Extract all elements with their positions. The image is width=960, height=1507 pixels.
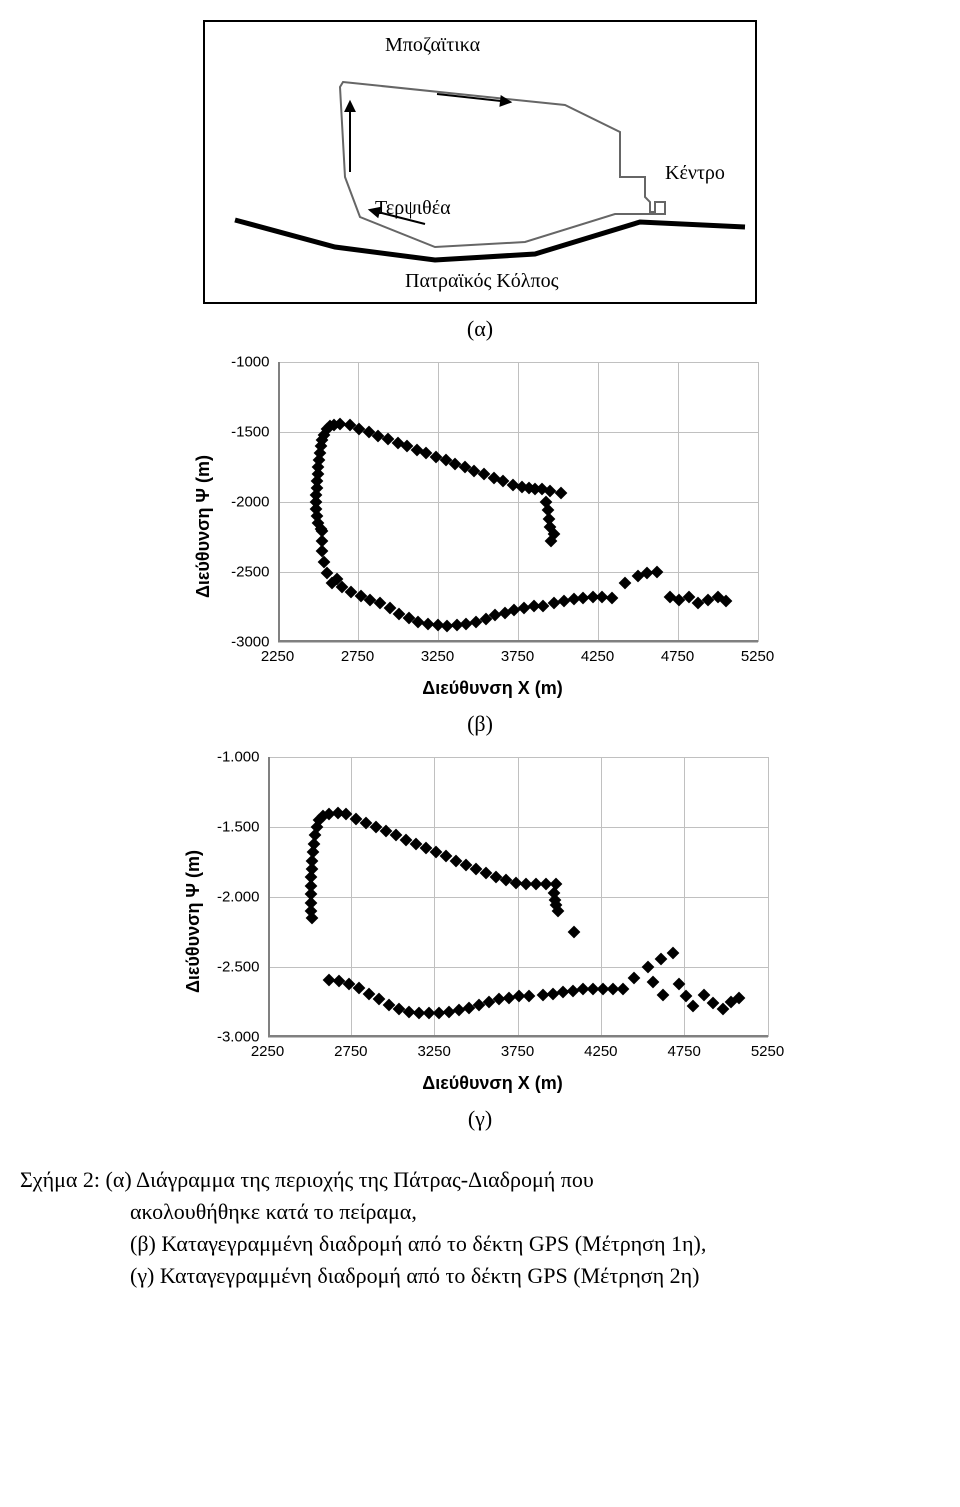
route-outline [340,82,665,247]
chart-b-wrapper: Διεύθυνση Ψ (m) 225027503250375042504750… [193,354,768,699]
chart-c-plot: 2250275032503750425047505250-3.000-2.500… [208,749,778,1045]
figure-container: Μποζαϊτικα Τερψιθέα Κέντρο Πατραϊκός Κόλ… [20,20,940,1292]
map-panel: Μποζαϊτικα Τερψιθέα Κέντρο Πατραϊκός Κόλ… [203,20,757,304]
chart-b-plot: 2250275032503750425047505250-3000-2500-2… [218,354,768,650]
subcaption-c: (γ) [468,1106,492,1132]
chart-c-xlabel: Διεύθυνση Χ (m) [422,1073,562,1094]
chart-b-ylabel: Διεύθυνση Ψ (m) [193,455,214,598]
map-label-bottom: Πατραϊκός Κόλπος [405,270,559,293]
map-label-left: Τερψιθέα [375,197,451,220]
chart-b-xlabel: Διεύθυνση Χ (m) [422,678,562,699]
caption-line4: (γ) Καταγεγραμμένη διαδρομή από το δέκτη… [20,1260,940,1292]
caption-line3: (β) Καταγεγραμμένη διαδρομή από το δέκτη… [20,1228,940,1260]
subcaption-b: (β) [467,711,493,737]
caption-line1: Σχήμα 2: (α) Διάγραμμα της περιοχής της … [20,1164,940,1196]
coastline [235,220,745,260]
subcaption-a: (α) [467,316,493,342]
map-label-top: Μποζαϊτικα [385,34,480,57]
figure-caption: Σχήμα 2: (α) Διάγραμμα της περιοχής της … [20,1164,940,1292]
chart-c-wrapper: Διεύθυνση Ψ (m) 225027503250375042504750… [183,749,778,1094]
map-label-right: Κέντρο [665,162,725,185]
caption-line2: ακολουθήθηκε κατά το πείραμα, [20,1196,940,1228]
chart-c-ylabel: Διεύθυνση Ψ (m) [183,850,204,993]
